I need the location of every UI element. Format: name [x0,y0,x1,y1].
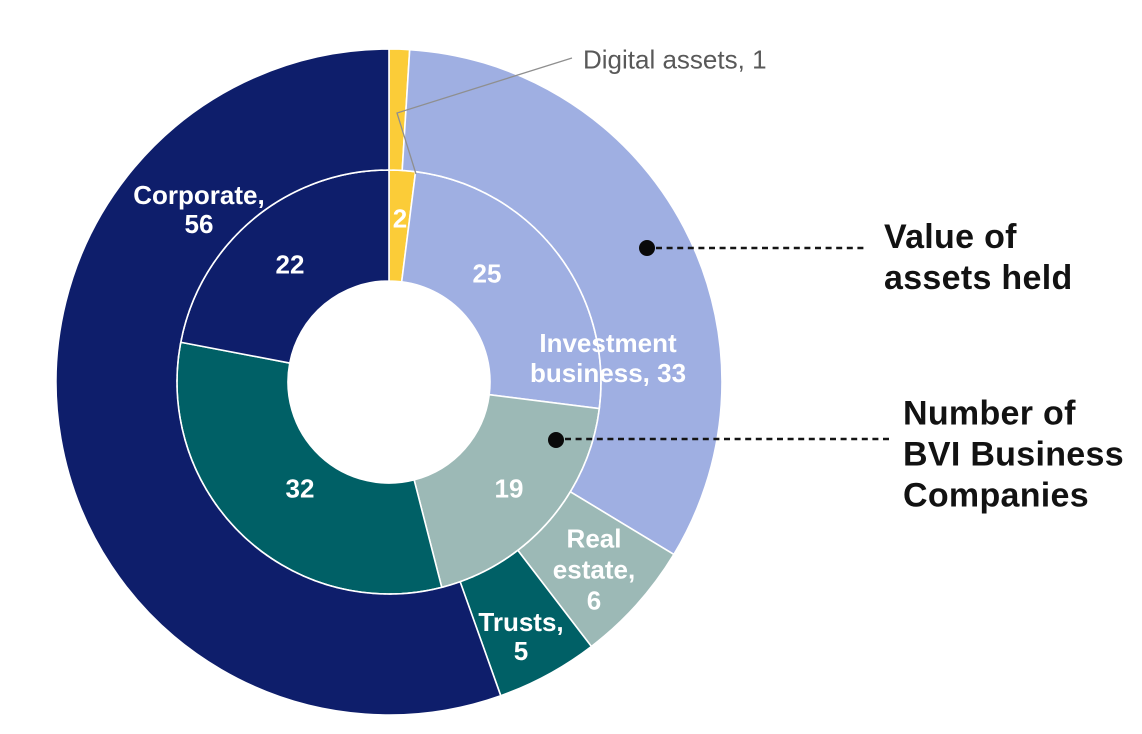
ring-divider-dashed-circle [176,169,602,595]
segment-outer-corporate [55,48,502,716]
segment-outer-investment-business [401,48,723,556]
outer-ring-callout-dot [639,240,655,256]
inner-ring-callout-dot [548,432,564,448]
digital-assets-leader-line [396,57,573,175]
